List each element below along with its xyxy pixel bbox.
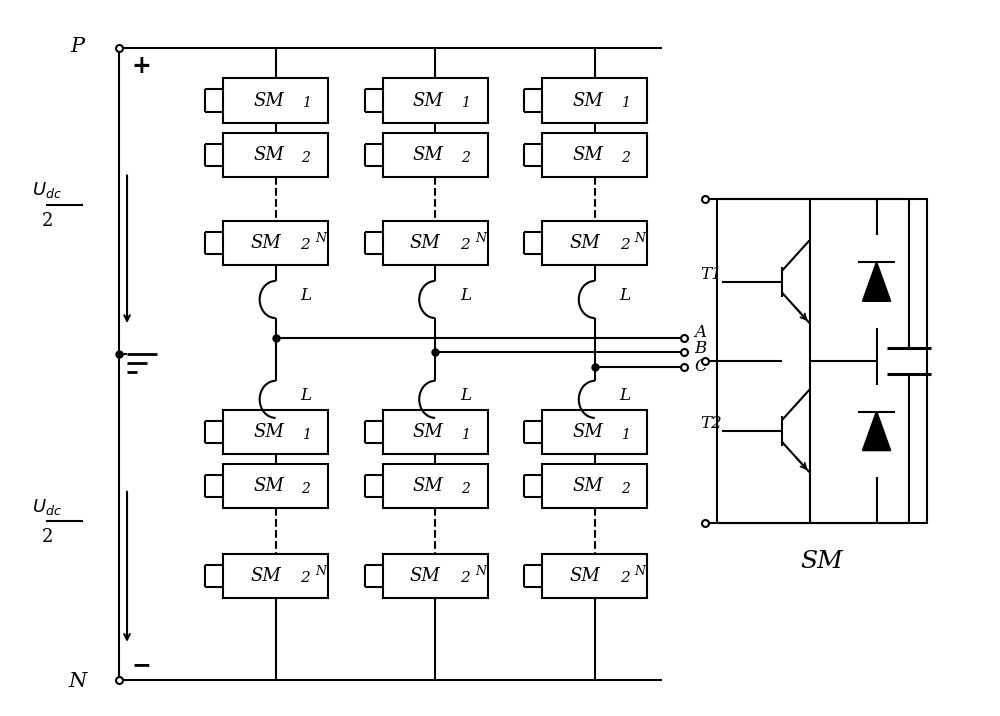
Text: 2: 2 [301, 571, 310, 586]
Bar [717, 199, 927, 523]
Text: N: N [475, 565, 486, 578]
Polygon shape [863, 262, 891, 301]
Text: $U_{dc}$: $U_{dc}$ [32, 180, 62, 200]
Text: 2: 2 [301, 238, 310, 252]
Bar [542, 79, 647, 122]
Text: 2: 2 [620, 571, 629, 586]
Text: B: B [694, 340, 707, 357]
Text: 2: 2 [42, 528, 53, 546]
Bar [223, 79, 328, 122]
Text: 2: 2 [460, 571, 470, 586]
Text: SM: SM [569, 567, 600, 585]
Text: 2: 2 [621, 483, 630, 496]
Text: 2: 2 [302, 483, 310, 496]
Bar [383, 554, 488, 599]
Text: 2: 2 [461, 483, 470, 496]
Text: SM: SM [253, 423, 284, 441]
Text: N: N [68, 672, 86, 692]
Text: +: + [131, 54, 151, 77]
Text: SM: SM [569, 234, 600, 252]
Bar [383, 132, 488, 177]
Text: P: P [70, 37, 84, 56]
Text: SM: SM [413, 92, 444, 110]
Text: L: L [620, 387, 631, 405]
Text: $U_{dc}$: $U_{dc}$ [32, 497, 62, 517]
Bar [223, 132, 328, 177]
Text: T2: T2 [701, 415, 722, 432]
Bar [223, 410, 328, 454]
Text: L: L [301, 387, 312, 405]
Text: 2: 2 [461, 150, 470, 165]
Text: N: N [316, 565, 327, 578]
Text: L: L [620, 287, 631, 304]
Text: C: C [694, 358, 707, 375]
Bar [383, 221, 488, 266]
Bar [383, 464, 488, 508]
Text: 1: 1 [461, 97, 470, 110]
Text: SM: SM [253, 146, 284, 164]
Bar [542, 132, 647, 177]
Text: SM: SM [572, 423, 603, 441]
Text: 1: 1 [461, 428, 470, 442]
Text: SM: SM [413, 146, 444, 164]
Bar [383, 410, 488, 454]
Text: 1: 1 [302, 97, 310, 110]
Bar [223, 464, 328, 508]
Text: N: N [475, 232, 486, 245]
Text: N: N [635, 565, 646, 578]
Text: SM: SM [413, 478, 444, 495]
Text: 2: 2 [42, 212, 53, 230]
Text: 2: 2 [302, 150, 310, 165]
Text: 1: 1 [621, 97, 630, 110]
Bar [542, 554, 647, 599]
Bar [542, 221, 647, 266]
Text: SM: SM [253, 92, 284, 110]
Bar [383, 79, 488, 122]
Bar [223, 221, 328, 266]
Text: L: L [301, 287, 312, 304]
Text: SM: SM [572, 92, 603, 110]
Text: 1: 1 [621, 428, 630, 442]
Bar [542, 464, 647, 508]
Text: N: N [316, 232, 327, 245]
Text: SM: SM [250, 234, 281, 252]
Text: SM: SM [572, 146, 603, 164]
Text: 2: 2 [620, 238, 629, 252]
Bar [223, 554, 328, 599]
Text: SM: SM [253, 478, 284, 495]
Text: SM: SM [801, 550, 843, 573]
Text: T1: T1 [701, 266, 722, 283]
Text: SM: SM [413, 423, 444, 441]
Text: SM: SM [410, 567, 441, 585]
Text: SM: SM [572, 478, 603, 495]
Text: 2: 2 [460, 238, 470, 252]
Text: SM: SM [410, 234, 441, 252]
Bar [542, 410, 647, 454]
Text: SM: SM [250, 567, 281, 585]
Text: 1: 1 [302, 428, 310, 442]
Polygon shape [863, 412, 891, 450]
Text: A: A [694, 324, 706, 341]
Text: −: − [131, 653, 151, 677]
Text: 2: 2 [621, 150, 630, 165]
Text: N: N [635, 232, 646, 245]
Text: L: L [460, 287, 471, 304]
Text: L: L [460, 387, 471, 405]
